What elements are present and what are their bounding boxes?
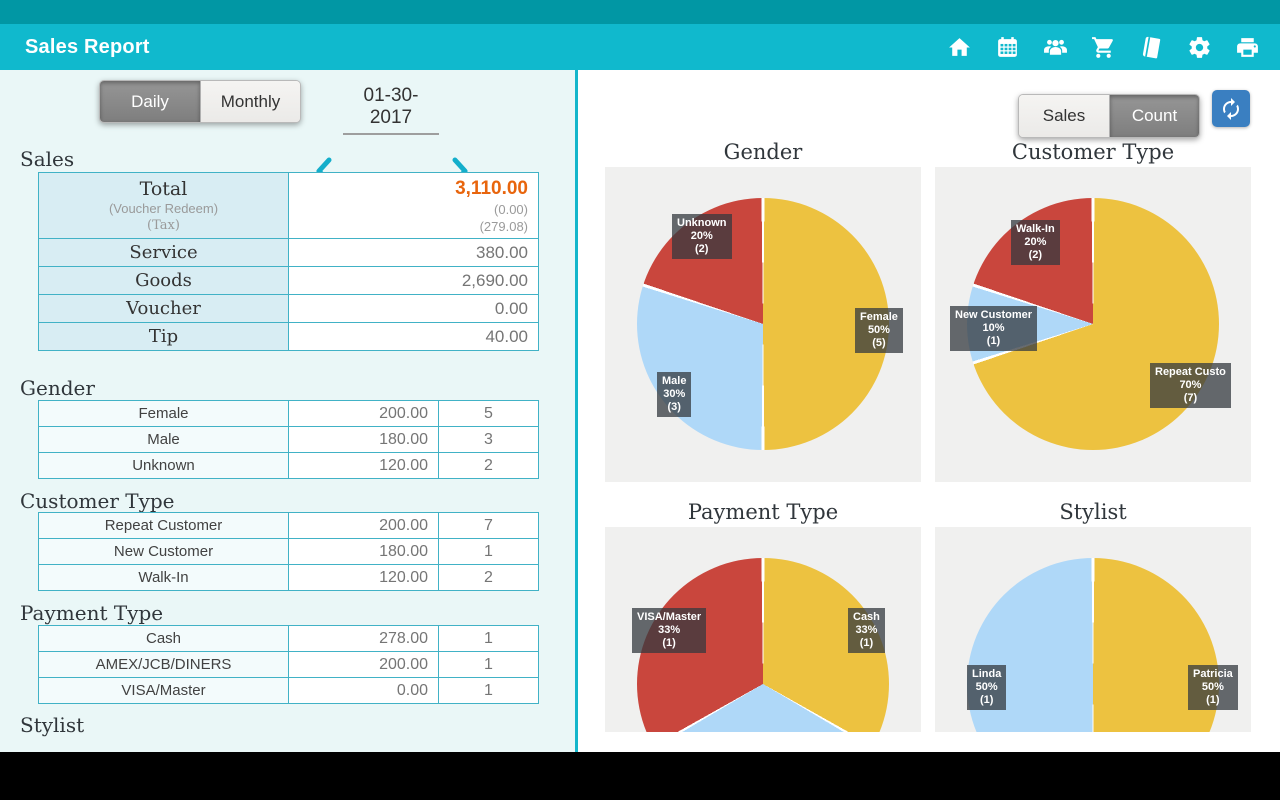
section-heading-customer-type: Customer Type (20, 489, 175, 513)
table-row: Walk-In 120.00 2 (38, 564, 539, 591)
calendar-icon[interactable] (995, 35, 1020, 60)
chart-title: Customer Type (1011, 140, 1175, 164)
chart-customer-type: Customer Type Repeat Custo 70% (7) New Custo… (935, 140, 1251, 482)
table-row: Service 380.00 (38, 238, 539, 267)
pie-slice-label: New Customer 10% (1) (950, 306, 1038, 351)
pie-chart-plot: Cash 33% (1) VISA/Master 33% (1) (605, 527, 921, 732)
book-icon[interactable] (1139, 35, 1164, 60)
settings-icon[interactable] (1187, 35, 1212, 60)
page-title: Sales Report (25, 35, 150, 58)
table-row: New Customer 180.00 1 (38, 538, 539, 565)
table-row: Cash 278.00 1 (38, 625, 539, 652)
tax-label: (Tax) (147, 217, 180, 233)
period-toggle: Daily Monthly (99, 80, 301, 123)
pie-slice-label: Walk-In 20% (2) (1011, 220, 1060, 265)
table-row: VISA/Master 0.00 1 (38, 677, 539, 704)
table-row: Unknown 120.00 2 (38, 452, 539, 479)
summary-panel: Daily Monthly 01-30-2017 Sales Total (Vou… (0, 70, 575, 752)
pie-slice-label: Unknown 20% (2) (672, 214, 732, 259)
section-heading-stylist: Stylist (20, 713, 85, 737)
pie-slice-label: Male 30% (3) (657, 372, 692, 417)
toolbar (947, 35, 1280, 60)
app-bar: Sales Report (0, 24, 1280, 70)
metric-toggle: Sales Count (1018, 94, 1200, 138)
table-row: Total (Voucher Redeem) (Tax) 3,110.00 (0… (38, 172, 539, 239)
payment-type-table: Cash 278.00 1 AMEX/JCB/DINERS 200.00 1 VISA/Ma… (38, 625, 539, 704)
table-row: Male 180.00 3 (38, 426, 539, 453)
pie-slice-label: Linda 50% (1) (967, 665, 1007, 710)
tax-value: (279.08) (479, 218, 528, 234)
pie-chart-plot: Female 50% (5) Male 30% (3) Unknown 20% (2) (605, 167, 921, 482)
pie-chart-plot: Patricia 50% (1) Linda 50% (1) (935, 527, 1251, 732)
panel-divider (575, 70, 578, 752)
sales-table: Total (Voucher Redeem) (Tax) 3,110.00 (0… (38, 172, 539, 351)
cart-icon[interactable] (1091, 35, 1116, 60)
chart-stylist: Stylist Patricia 50% (1) Linda 50% (1) (935, 500, 1251, 732)
chart-title: Gender (723, 140, 803, 164)
voucher-redeem-label: (Voucher Redeem) (108, 200, 219, 216)
chart-title: Payment Type (687, 500, 839, 524)
toggle-option-sales[interactable]: Sales (1019, 95, 1109, 137)
table-row: Repeat Customer 200.00 7 (38, 512, 539, 539)
home-icon[interactable] (947, 35, 972, 60)
chart-payment-type: Payment Type Cash 33% (1) VISA/Master 33% (1) (605, 500, 921, 732)
sales-heading: Sales (20, 147, 75, 171)
section-heading-gender: Gender (20, 376, 95, 400)
pie-slice-label: Cash 33% (1) (848, 608, 885, 653)
pie-slice-label: Repeat Custo 70% (7) (1150, 363, 1231, 408)
table-row: Female 200.00 5 (38, 400, 539, 427)
toggle-option-monthly[interactable]: Monthly (200, 81, 300, 122)
pie-slice-label: Patricia 50% (1) (1188, 665, 1238, 710)
date-field[interactable]: 01-30-2017 (343, 85, 439, 135)
toggle-option-daily[interactable]: Daily (100, 81, 200, 122)
chart-title: Stylist (1059, 500, 1127, 524)
status-bar (0, 0, 1280, 24)
total-label: Total (139, 177, 188, 200)
toggle-option-count[interactable]: Count (1109, 95, 1199, 137)
print-icon[interactable] (1235, 35, 1260, 60)
customer-type-table: Repeat Customer 200.00 7 New Customer 180.00… (38, 512, 539, 591)
refresh-icon (1223, 97, 1239, 120)
people-icon[interactable] (1043, 35, 1068, 60)
section-heading-payment-type: Payment Type (20, 601, 164, 625)
table-row: AMEX/JCB/DINERS 200.00 1 (38, 651, 539, 678)
refresh-button[interactable] (1212, 90, 1250, 127)
total-value: 3,110.00 (455, 177, 528, 199)
table-row: Voucher 0.00 (38, 294, 539, 323)
chart-gender: Gender Female 50% (5) Male 30% (3) Unknown 20% (2… (605, 140, 921, 482)
content: Daily Monthly 01-30-2017 Sales Total (Vou… (0, 70, 1280, 752)
pie-chart-plot: Repeat Custo 70% (7) New Customer 10% (1) Walk… (935, 167, 1251, 482)
table-row: Tip 40.00 (38, 322, 539, 351)
gender-table: Female 200.00 5 Male 180.00 3 Unknown 120.00 2 (38, 400, 539, 479)
table-row: Goods 2,690.00 (38, 266, 539, 295)
android-nav-bar (0, 752, 1280, 800)
charts-panel: Sales Count Gender Female 50% (5) Male 30% (3) U… (578, 70, 1280, 752)
pie-slice-label: VISA/Master 33% (1) (632, 608, 707, 653)
voucher-redeem-value: (0.00) (494, 201, 528, 217)
pie-slice-label: Female 50% (5) (855, 308, 903, 353)
